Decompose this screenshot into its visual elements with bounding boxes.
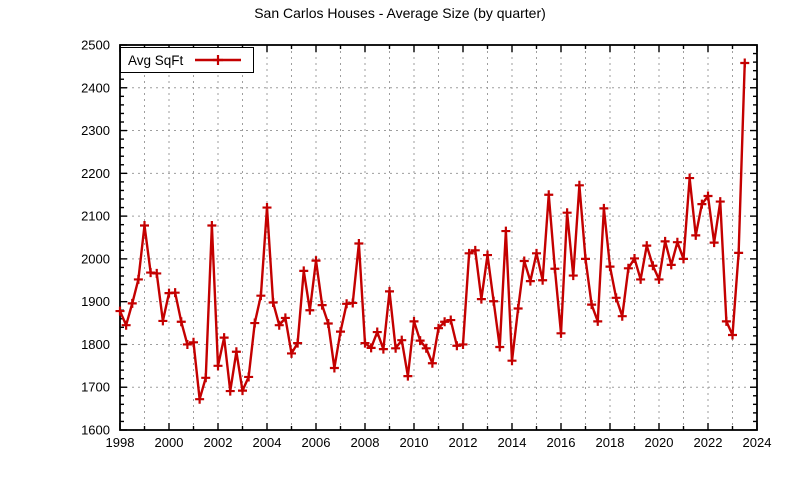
x-tick-label: 2022	[694, 435, 723, 450]
legend-sample-icon	[195, 55, 242, 65]
legend-sample-plus-icon	[213, 55, 224, 65]
legend: Avg SqFt	[120, 47, 254, 73]
y-tick-label: 2100	[81, 209, 110, 224]
x-tick-label: 2024	[743, 435, 772, 450]
y-tick-label: 2000	[81, 251, 110, 266]
chart-title: San Carlos Houses - Average Size (by qua…	[254, 5, 546, 21]
x-tick-label: 2016	[547, 435, 576, 450]
y-tick-label: 1700	[81, 380, 110, 395]
y-tick-label: 2400	[81, 80, 110, 95]
x-tick-label: 2020	[645, 435, 674, 450]
y-tick-label: 1600	[81, 423, 110, 438]
x-tick-label: 1998	[106, 435, 135, 450]
data-point-markers	[115, 58, 750, 404]
series-line	[118, 62, 746, 400]
y-tick-label: 2300	[81, 123, 110, 138]
y-tick-label: 2500	[81, 38, 110, 53]
x-tick-label: 2004	[253, 435, 282, 450]
x-tick-label: 2008	[351, 435, 380, 450]
x-tick-label: 2000	[155, 435, 184, 450]
legend-label: Avg SqFt	[128, 52, 184, 68]
y-tick-label: 1800	[81, 337, 110, 352]
x-tick-label: 2014	[498, 435, 527, 450]
y-tick-label: 1900	[81, 294, 110, 309]
x-tick-label: 2018	[596, 435, 625, 450]
x-tick-label: 2002	[204, 435, 233, 450]
x-tick-label: 2010	[400, 435, 429, 450]
x-tick-label: 2006	[302, 435, 331, 450]
y-tick-label: 2200	[81, 166, 110, 181]
x-tick-label: 2012	[449, 435, 478, 450]
